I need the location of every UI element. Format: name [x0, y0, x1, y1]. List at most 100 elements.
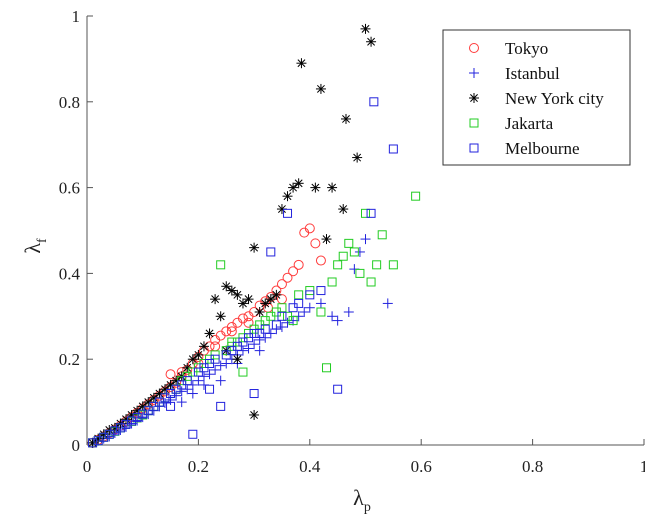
data-point-melbourne: [369, 97, 379, 107]
data-point-istanbul: [137, 412, 148, 423]
legend-marker-new-york-city: [469, 93, 479, 103]
y-tick-label: 0: [72, 436, 81, 455]
data-point-istanbul: [159, 397, 170, 408]
data-point-istanbul: [249, 339, 260, 350]
data-point-tokyo: [243, 317, 254, 328]
data-points: [87, 23, 421, 448]
legend-label-melbourne: Melbourne: [505, 139, 580, 158]
legend-item-melbourne: Melbourne: [469, 139, 580, 158]
data-point-istanbul: [204, 369, 215, 380]
legend-item-tokyo: Tokyo: [469, 39, 548, 58]
data-point-istanbul: [187, 388, 198, 399]
data-point-new-york-city: [296, 58, 307, 69]
legend-label-tokyo: Tokyo: [505, 39, 548, 58]
data-point-istanbul: [243, 343, 254, 354]
x-axis-label-sub: p: [364, 500, 371, 515]
data-point-jakarta: [316, 307, 326, 317]
data-point-jakarta: [377, 230, 387, 240]
legend-marker-istanbul: [469, 68, 479, 78]
data-point-jakarta: [294, 290, 304, 300]
data-point-melbourne: [277, 311, 287, 321]
data-point-new-york-city: [327, 182, 338, 193]
x-axis-ticks: 0 0.2 0.4 0.6 0.8 1: [83, 439, 645, 476]
legend: Tokyo Istanbul New York city Jakarta Melbour…: [442, 29, 631, 166]
data-point-new-york-city: [254, 307, 265, 318]
legend-label-jakarta: Jakarta: [505, 114, 554, 133]
data-point-melbourne: [132, 413, 142, 423]
data-point-melbourne: [99, 432, 109, 442]
data-point-istanbul: [327, 311, 338, 322]
data-point-jakarta: [366, 277, 376, 287]
data-point-new-york-city: [366, 36, 377, 47]
y-axis-label-base: λ: [20, 243, 45, 254]
x-tick-label: 0.4: [299, 457, 321, 476]
data-point-new-york-city: [338, 204, 349, 215]
data-point-new-york-city: [260, 298, 271, 309]
data-point-melbourne: [115, 423, 125, 433]
data-point-melbourne: [294, 298, 304, 308]
series-new-york-city: [87, 23, 377, 448]
data-point-new-york-city: [249, 242, 260, 253]
data-point-istanbul: [215, 375, 226, 386]
data-point-jakarta: [238, 367, 248, 377]
data-point-jakarta: [288, 316, 298, 326]
data-point-jakarta: [361, 208, 370, 218]
data-point-istanbul: [382, 298, 393, 309]
data-point-melbourne: [205, 384, 215, 394]
data-point-new-york-city: [243, 294, 254, 305]
x-tick-label: 0: [83, 457, 92, 476]
x-axis-label: λp: [353, 485, 371, 515]
data-point-new-york-city: [315, 83, 326, 94]
y-axis-label: λf: [20, 238, 50, 254]
data-point-istanbul: [165, 394, 176, 405]
data-point-tokyo: [315, 255, 326, 266]
data-point-jakarta: [349, 247, 359, 257]
x-tick-label: 0.8: [522, 457, 543, 476]
data-point-melbourne: [283, 208, 293, 218]
data-point-istanbul: [143, 409, 154, 420]
data-point-istanbul: [176, 397, 187, 408]
data-point-tokyo: [288, 266, 299, 277]
data-point-melbourne: [104, 429, 114, 439]
legend-marker-melbourne: [469, 143, 479, 153]
data-point-tokyo: [165, 369, 176, 380]
data-point-new-york-city: [187, 354, 198, 365]
data-point-jakarta: [344, 238, 354, 248]
data-point-new-york-city: [265, 294, 276, 305]
data-point-melbourne: [305, 290, 315, 300]
data-point-melbourne: [260, 324, 270, 334]
data-point-jakarta: [338, 251, 348, 261]
data-point-tokyo: [210, 341, 221, 352]
plot-area: [86, 16, 644, 446]
data-point-new-york-city: [232, 289, 243, 300]
data-point-istanbul: [176, 386, 187, 397]
legend-marker-jakarta: [469, 118, 479, 128]
data-point-melbourne: [138, 409, 148, 419]
data-point-new-york-city: [321, 234, 332, 245]
series-istanbul: [87, 234, 393, 448]
data-point-tokyo: [276, 294, 287, 305]
data-point-istanbul: [343, 307, 354, 318]
data-point-melbourne: [366, 208, 376, 218]
x-axis-label-base: λ: [353, 485, 364, 510]
legend-item-istanbul: Istanbul: [469, 64, 560, 83]
legend-item-jakarta: Jakarta: [469, 114, 554, 133]
data-point-melbourne: [88, 438, 98, 448]
data-point-istanbul: [254, 334, 265, 345]
data-point-jakarta: [216, 260, 226, 270]
data-point-istanbul: [299, 307, 310, 318]
y-axis-label-sub: f: [35, 238, 50, 243]
data-point-new-york-city: [204, 328, 215, 339]
data-point-new-york-city: [360, 23, 371, 34]
data-point-istanbul: [282, 317, 293, 328]
data-point-new-york-city: [249, 409, 260, 420]
data-point-tokyo: [226, 326, 237, 337]
data-point-new-york-city: [215, 311, 226, 322]
data-point-tokyo: [310, 238, 321, 249]
data-point-melbourne: [166, 401, 176, 411]
data-point-melbourne: [216, 401, 226, 411]
data-point-istanbul: [126, 418, 137, 429]
data-point-new-york-city: [282, 191, 293, 202]
data-point-new-york-city: [352, 152, 363, 163]
data-point-melbourne: [182, 376, 192, 386]
